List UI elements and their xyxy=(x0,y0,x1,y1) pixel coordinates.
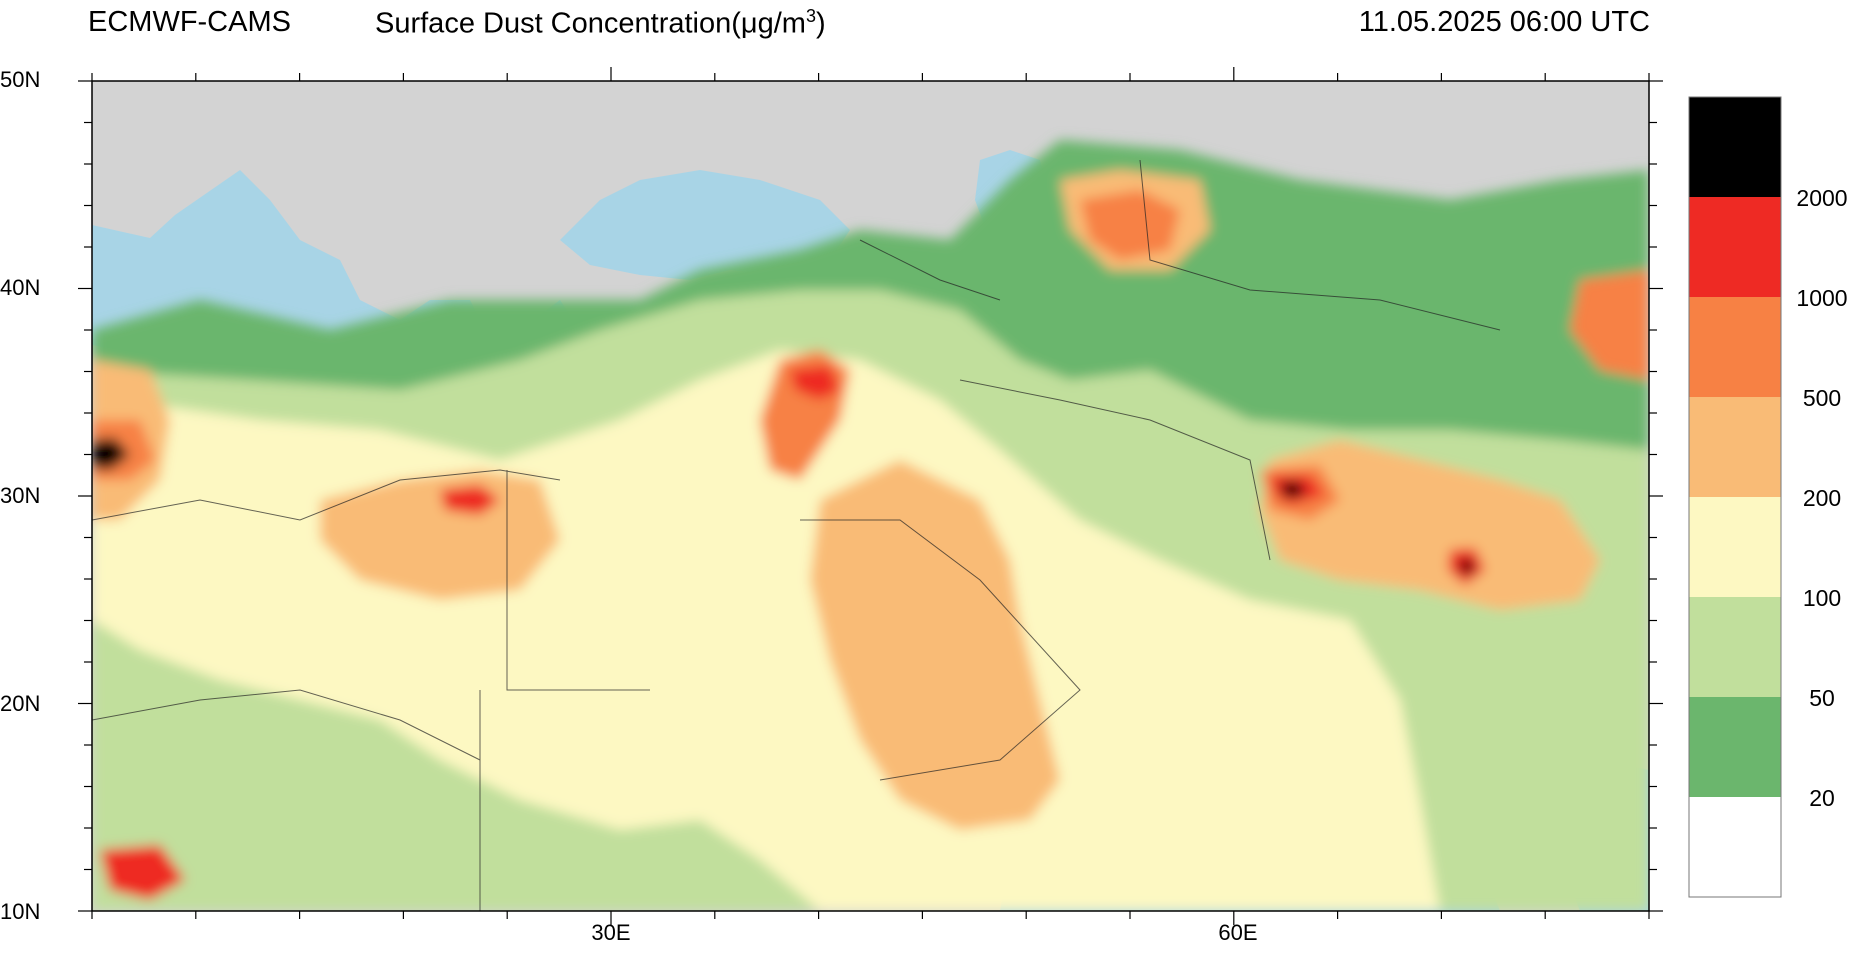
dust-2000-india xyxy=(1460,560,1474,574)
dust-field xyxy=(92,140,1649,911)
border-lines xyxy=(92,159,1501,911)
unit-exponent: 3 xyxy=(805,6,816,26)
colorbar xyxy=(1688,96,1782,898)
border-sahel xyxy=(92,689,481,761)
colorbar-label: 20 xyxy=(1809,785,1835,811)
dust-2000-afghan xyxy=(1280,482,1305,498)
colorbar-swatch xyxy=(1689,697,1781,797)
lat-label: 10N xyxy=(0,899,41,924)
colorbar-label: 2000 xyxy=(1796,185,1848,211)
dust-200-region-arabia xyxy=(810,460,1060,830)
colorbar-label: 200 xyxy=(1802,485,1842,511)
colorbar-label: 100 xyxy=(1802,585,1842,611)
colorbar-border xyxy=(1688,96,1782,898)
variable-title: Surface Dust Concentration(μg/m3) xyxy=(375,6,826,41)
black-sea xyxy=(560,170,850,280)
colorbar-swatch xyxy=(1689,797,1781,897)
lat-label: 30N xyxy=(0,483,41,508)
colorbar-swatch xyxy=(1689,497,1781,597)
unit-close: ) xyxy=(815,7,826,40)
colorbar-swatch xyxy=(1689,197,1781,297)
axis-ticks xyxy=(78,67,1663,925)
colorbar-swatch xyxy=(1689,397,1781,497)
colorbar-swatch xyxy=(1689,597,1781,697)
dust-2000-west xyxy=(92,438,130,470)
border-egypt-libya xyxy=(506,470,650,691)
valid-time: 11.05.2025 06:00 UTC xyxy=(1358,6,1650,38)
lon-label: 30E xyxy=(591,920,631,945)
dust-500-north xyxy=(1080,190,1180,260)
border-central-asia xyxy=(1139,159,1501,331)
model-title: ECMWF-CAMS xyxy=(88,6,291,38)
border-caucasus xyxy=(859,239,1001,301)
dust-200-region-iran xyxy=(1260,440,1600,610)
colorbar-swatch xyxy=(1689,297,1781,397)
colorbar-label: 50 xyxy=(1809,685,1835,711)
dust-500-northeast xyxy=(1570,270,1649,380)
variable-name: Surface Dust Concentration(μg/m xyxy=(375,7,806,40)
colorbar-label: 1000 xyxy=(1796,285,1848,311)
dust-1000-southwest xyxy=(100,845,185,900)
map-area xyxy=(92,81,1649,911)
dust-1000-iraq xyxy=(790,365,840,400)
border-iran xyxy=(959,379,1271,561)
border-saudi xyxy=(800,519,1081,781)
border-north-africa xyxy=(92,469,561,521)
colorbar-swatch xyxy=(1689,97,1781,197)
colorbar-label: 500 xyxy=(1802,385,1842,411)
lat-label: 20N xyxy=(0,691,41,716)
lat-label: 40N xyxy=(0,275,41,300)
dust-200-region-sahara xyxy=(320,470,560,600)
lat-label: 50N xyxy=(0,67,41,92)
dust-1000-sahara xyxy=(440,485,500,515)
lon-label: 60E xyxy=(1218,920,1258,945)
